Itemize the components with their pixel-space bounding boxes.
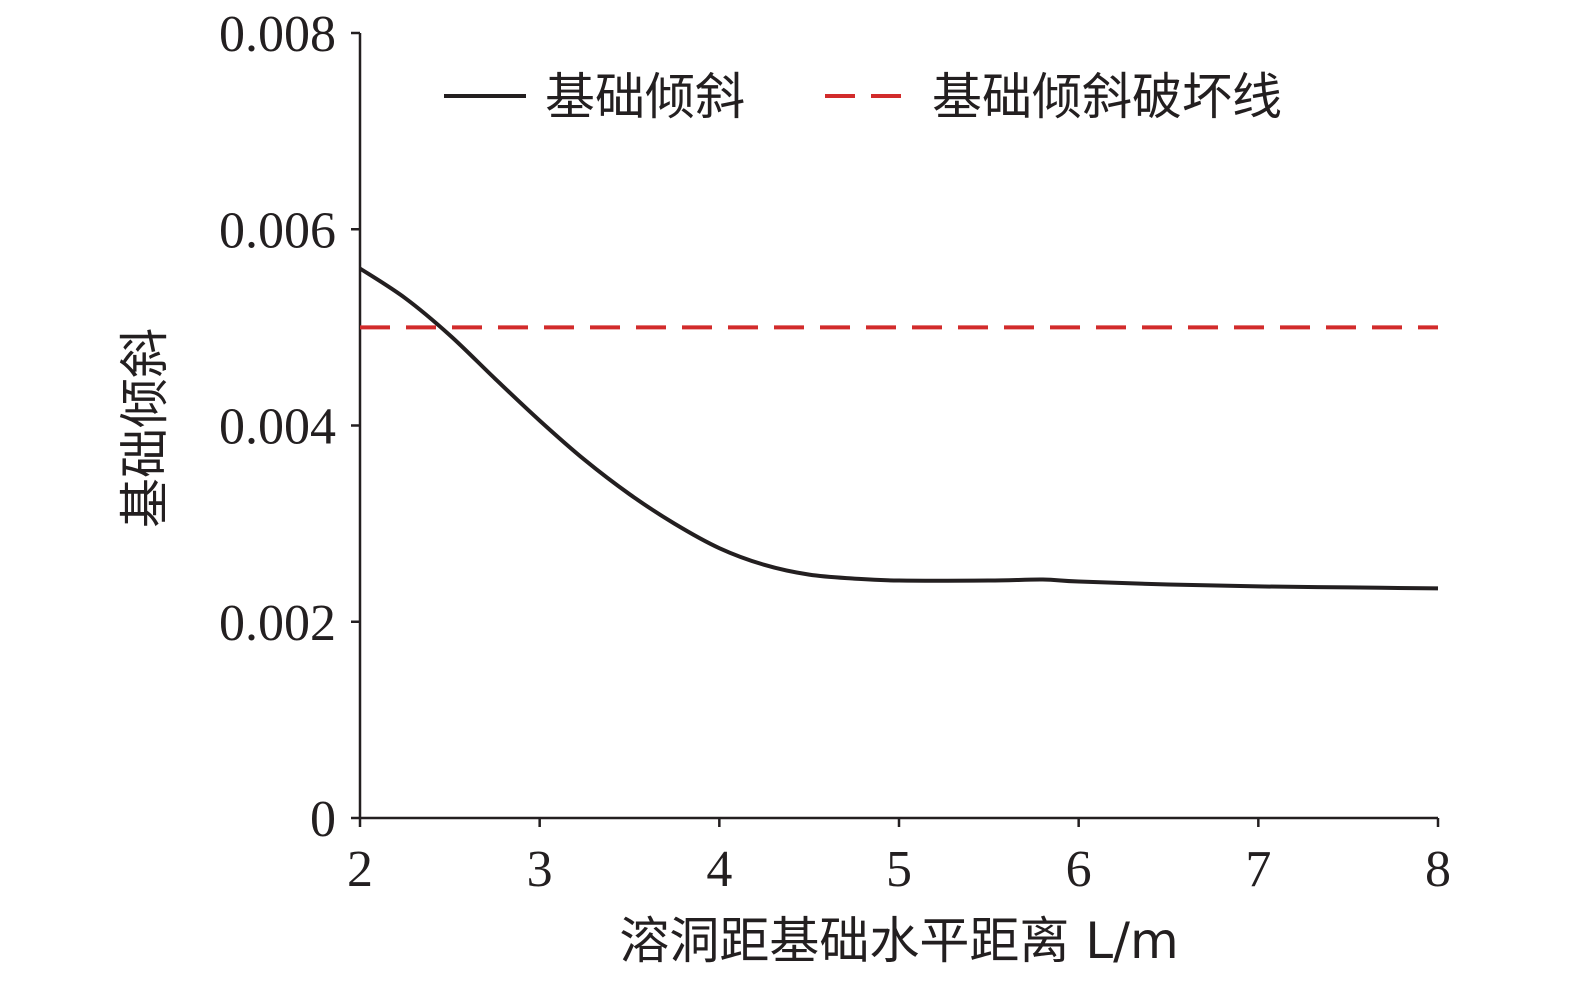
x-axis-title: 溶洞距基础水平距离 L/m: [619, 912, 1178, 970]
y-tick-label: 0.008: [219, 6, 336, 63]
x-tick-label: 6: [1066, 841, 1092, 898]
series-line-foundation-tilt: [358, 266, 1439, 591]
series-layer: [358, 266, 1439, 591]
y-tick-label: 0: [310, 791, 336, 848]
x-tick-label: 4: [706, 841, 732, 898]
x-tick-label: 8: [1425, 841, 1451, 898]
x-tick-label: 3: [527, 841, 553, 898]
x-tick-label: 5: [886, 841, 912, 898]
y-axis-title: 基础倾斜: [116, 328, 174, 528]
x-tick-label: 7: [1245, 841, 1271, 898]
y-ticks: 0 0.002 0.004 0.006 0.008: [219, 6, 360, 848]
x-ticks: 2 3 4 5 6 7 8: [347, 818, 1451, 898]
y-tick-label: 0.004: [219, 399, 336, 456]
legend-label: 基础倾斜: [545, 68, 745, 126]
y-tick-label: 0.002: [219, 595, 336, 652]
y-tick-label: 0.006: [219, 202, 336, 259]
x-tick-label: 2: [347, 841, 373, 898]
legend: 基础倾斜 基础倾斜破坏线: [444, 68, 1282, 126]
axes: [358, 33, 1438, 820]
legend-label: 基础倾斜破坏线: [932, 68, 1282, 126]
